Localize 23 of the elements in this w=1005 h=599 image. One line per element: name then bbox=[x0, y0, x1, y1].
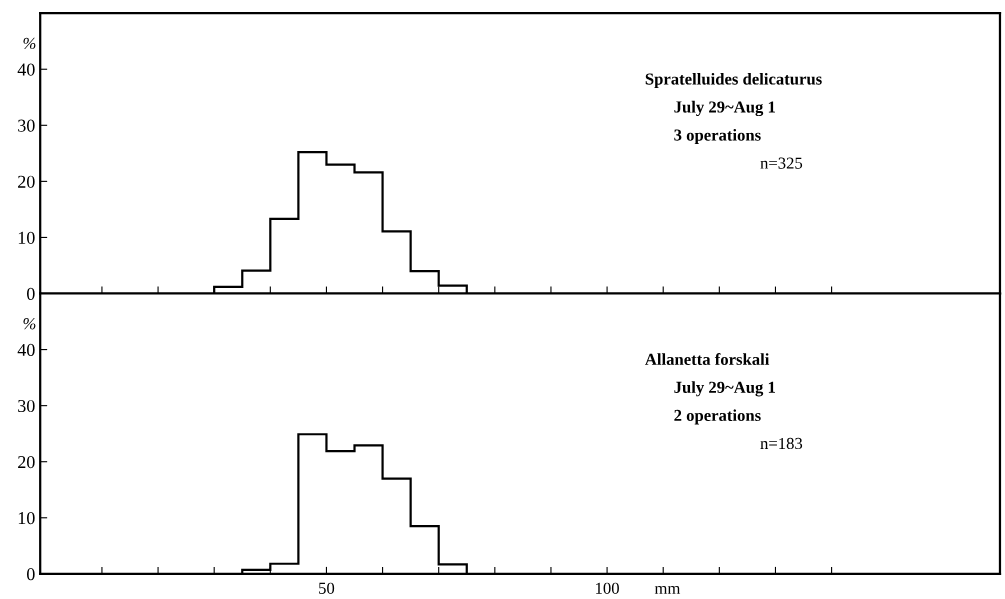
x-tick-label: 100 bbox=[596, 582, 619, 594]
annotation: July 29~Aug 1 bbox=[674, 381, 775, 397]
annotation: 3 operations bbox=[674, 128, 761, 145]
y-tick-label: 30 bbox=[18, 119, 35, 132]
y-tick-label: 30 bbox=[18, 399, 35, 413]
annotation: 2 operations bbox=[674, 409, 761, 425]
x-axis-title: mm bbox=[654, 585, 681, 594]
y-tick-label: 20 bbox=[18, 175, 35, 188]
annotation: n=325 bbox=[760, 157, 803, 169]
annotation: Spratelluides delicaturus bbox=[645, 72, 822, 89]
y-axis-title: % bbox=[23, 318, 36, 330]
annotation: n=183 bbox=[760, 437, 803, 450]
y-tick-label: 40 bbox=[17, 343, 35, 357]
y-tick-label: 0 bbox=[27, 287, 35, 300]
x-tick-label: 50 bbox=[319, 582, 335, 594]
y-tick-label: 40 bbox=[17, 63, 35, 76]
annotation: July 29~Aug 1 bbox=[674, 100, 775, 117]
y-tick-label: 0 bbox=[27, 568, 35, 581]
y-tick-label: 10 bbox=[18, 512, 35, 525]
y-tick-label: 20 bbox=[18, 455, 35, 469]
y-tick-label: 10 bbox=[18, 231, 35, 244]
y-axis-title: % bbox=[23, 37, 36, 50]
annotation: Allanetta forskali bbox=[645, 353, 770, 365]
